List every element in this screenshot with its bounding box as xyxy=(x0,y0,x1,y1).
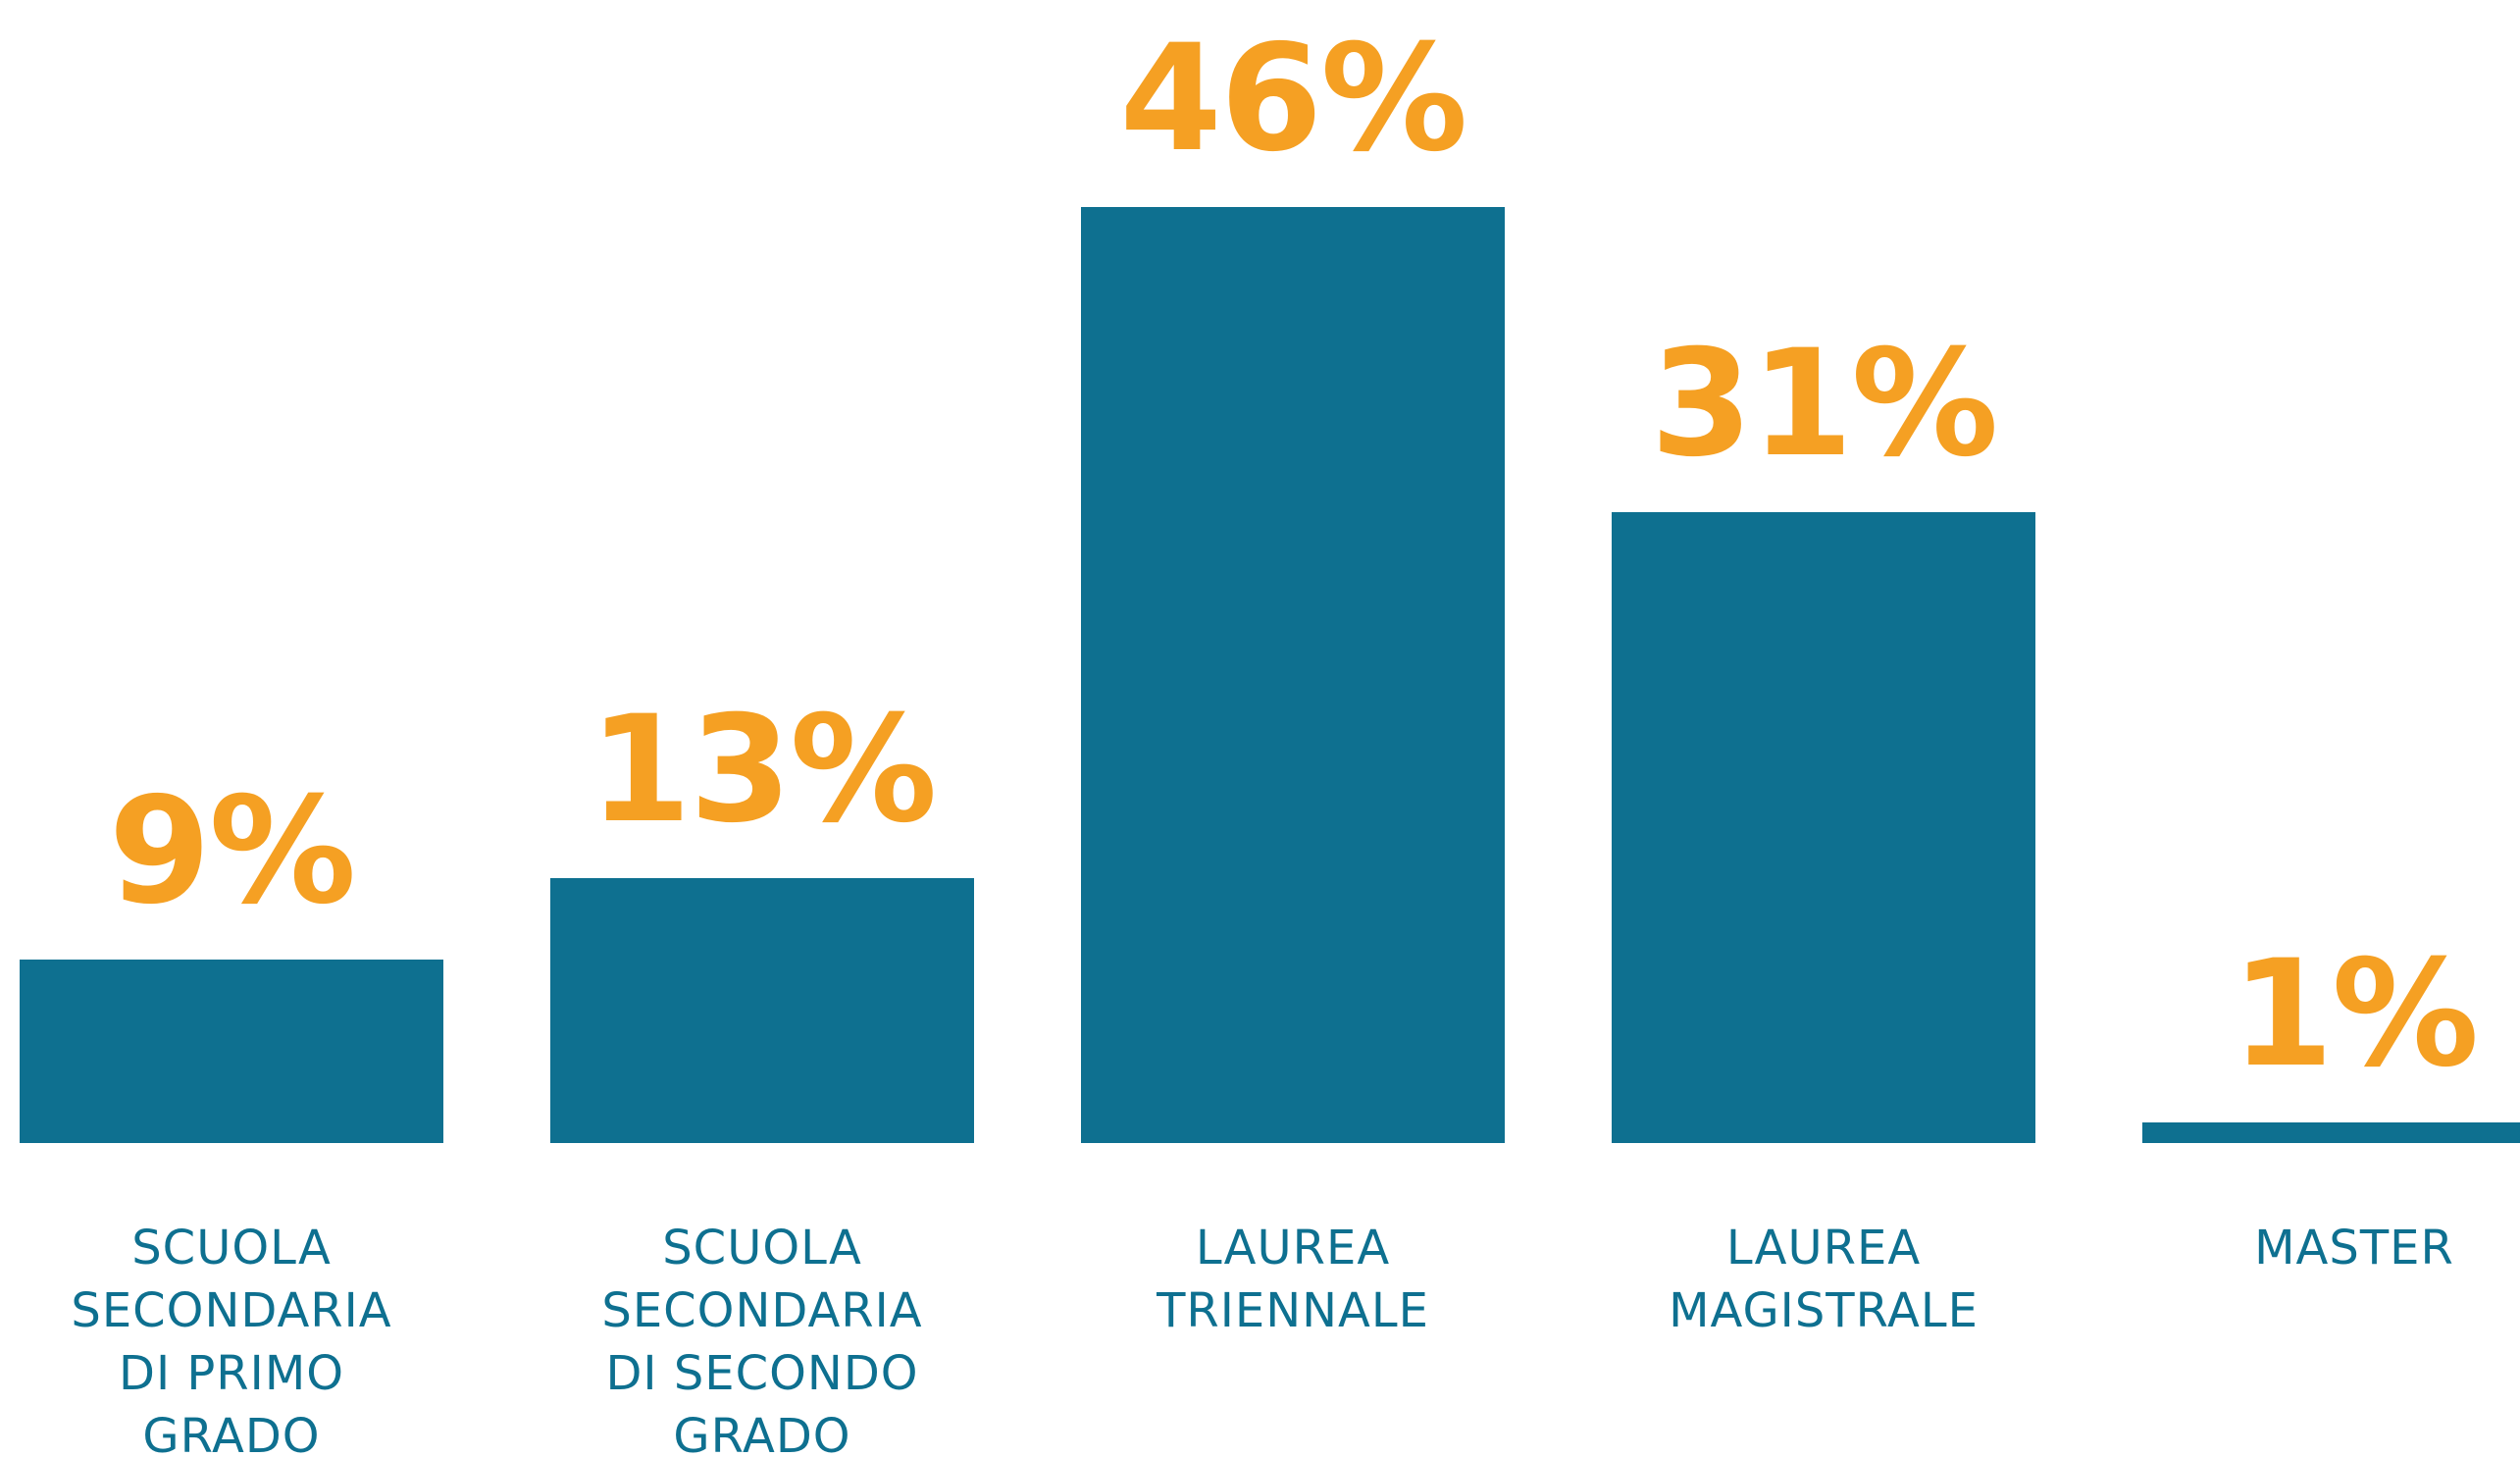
bar xyxy=(1081,206,1505,1143)
x-tick-label: LAUREA MAGISTRALE xyxy=(1669,1221,1979,1338)
x-tick-label: SCUOLA SECONDARIA DI SECONDO GRADO xyxy=(601,1221,923,1457)
bar xyxy=(550,878,974,1143)
x-tick-label: SCUOLA SECONDARIA DI PRIMO GRADO xyxy=(71,1221,392,1457)
value-label: 31% xyxy=(1650,318,1998,490)
value-label: 9% xyxy=(108,766,357,938)
bar xyxy=(20,960,443,1143)
value-label: 1% xyxy=(2231,929,2480,1101)
bar xyxy=(1612,511,2035,1143)
bar xyxy=(2142,1122,2520,1143)
x-tick-label: LAUREA TRIENNALE xyxy=(1157,1221,1429,1338)
x-tick-label: MASTER xyxy=(2254,1221,2454,1275)
value-label: 46% xyxy=(1119,13,1467,184)
value-label: 13% xyxy=(589,685,937,857)
